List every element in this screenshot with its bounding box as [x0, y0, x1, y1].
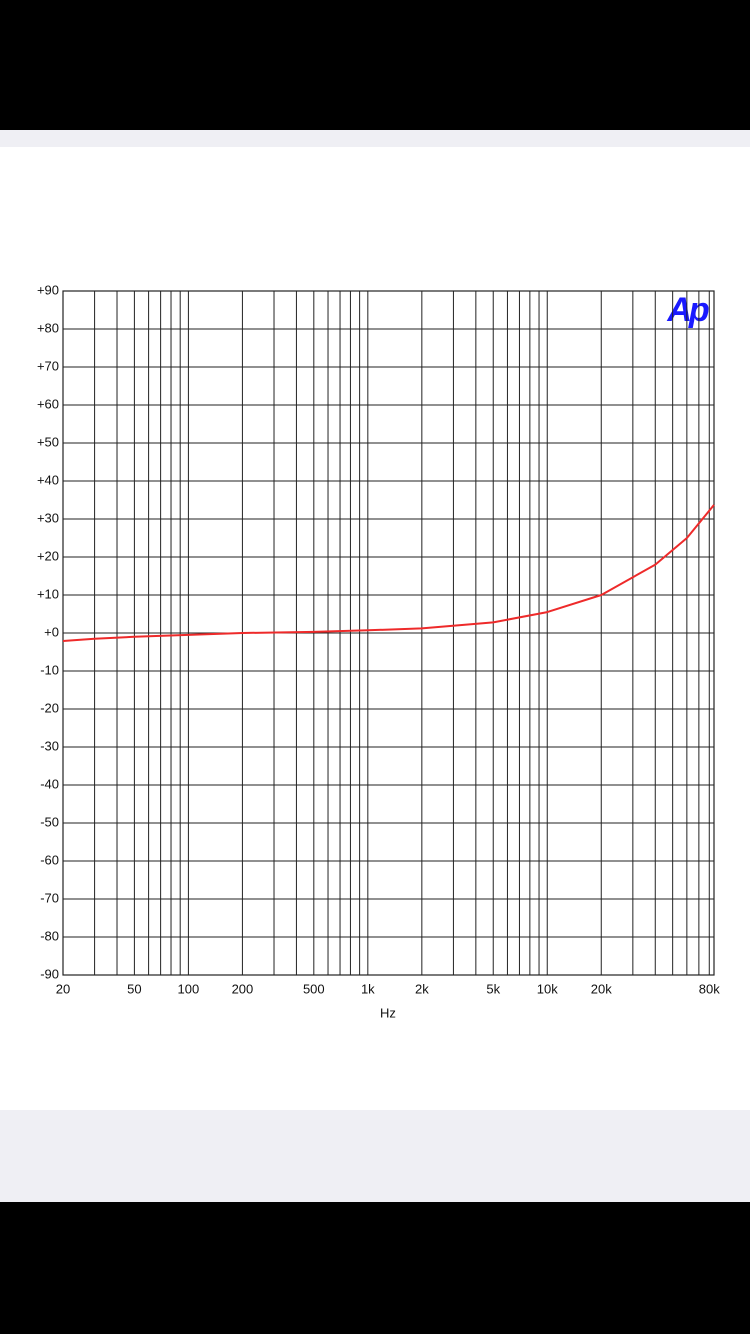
y-tick-label: +90 — [37, 282, 59, 297]
line-series — [62, 504, 715, 642]
y-tick-label: +80 — [37, 320, 59, 335]
y-tick-label: +50 — [37, 434, 59, 449]
bottom-bar — [0, 1202, 750, 1334]
x-tick-label: 500 — [303, 981, 325, 996]
y-tick-label: -20 — [40, 700, 59, 715]
x-axis-label: Hz — [380, 1005, 396, 1020]
bottom-area — [0, 1110, 750, 1202]
plot-frame — [62, 290, 715, 976]
y-tick-label: +0 — [44, 624, 59, 639]
x-tick-label: 20 — [56, 981, 70, 996]
x-tick-label: 100 — [178, 981, 200, 996]
y-tick-label: -60 — [40, 852, 59, 867]
x-tick-label: 5k — [486, 981, 500, 996]
y-tick-label: -30 — [40, 738, 59, 753]
x-tick-label: 1k — [361, 981, 375, 996]
x-tick-label: 80k — [699, 981, 720, 996]
y-tick-label: +40 — [37, 472, 59, 487]
y-tick-label: +70 — [37, 358, 59, 373]
chart: Ap Hz -90 -80 -70 -60 -50 -40 -30 -20 -10 +0 +10 +2… — [37, 282, 720, 1020]
x-tick-label: 2k — [415, 981, 429, 996]
y-tick-label: -50 — [40, 814, 59, 829]
y-tick-label: -70 — [40, 890, 59, 905]
nav-bar — [0, 130, 750, 147]
y-tick-label: -80 — [40, 928, 59, 943]
logo: Ap — [666, 291, 709, 329]
top-bar — [0, 0, 750, 130]
x-tick-label: 50 — [127, 981, 141, 996]
x-tick-label: 20k — [591, 981, 612, 996]
x-tick-label: 200 — [232, 981, 254, 996]
x-tick-label: 10k — [537, 981, 558, 996]
y-tick-label: -40 — [40, 776, 59, 791]
y-tick-label: +60 — [37, 396, 59, 411]
y-tick-label: -90 — [40, 966, 59, 981]
y-tick-label: +20 — [37, 548, 59, 563]
y-tick-label: +10 — [37, 586, 59, 601]
y-tick-label: +30 — [37, 510, 59, 525]
y-tick-label: -10 — [40, 662, 59, 677]
